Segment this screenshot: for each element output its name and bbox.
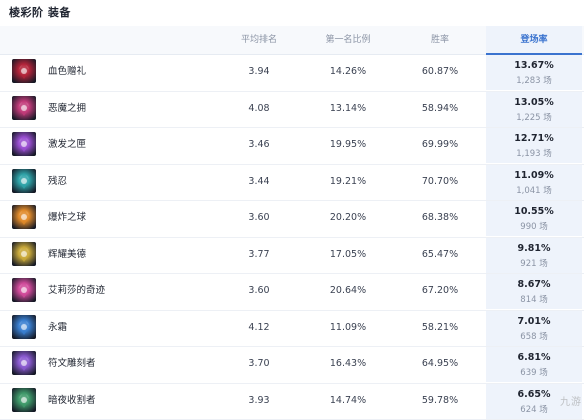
demon-embrace-icon [12, 96, 36, 120]
play-rate-cell: 12.71% 1,193 场 [486, 128, 582, 163]
header-play-rate[interactable]: 登场率 [486, 26, 582, 54]
game-count: 1,193 场 [486, 147, 582, 159]
spark-box-icon [12, 132, 36, 156]
game-count: 814 场 [486, 293, 582, 305]
first-rate-cell: 20.64% [300, 274, 396, 308]
item-name: 爆炸之球 [48, 201, 86, 235]
win-rate-cell: 68.38% [392, 201, 488, 235]
item-name: 残忍 [48, 165, 67, 199]
win-rate-cell: 70.70% [392, 165, 488, 199]
avg-rank-cell: 3.70 [211, 347, 307, 381]
play-rate-value: 11.09% [486, 170, 582, 181]
item-name: 激发之匣 [48, 128, 86, 162]
play-rate-value: 6.81% [486, 352, 582, 363]
game-count: 921 场 [486, 257, 582, 269]
play-rate-value: 13.67% [486, 60, 582, 71]
play-rate-cell: 10.55% 990 场 [486, 201, 582, 236]
everfrost-icon [12, 315, 36, 339]
play-rate-cell: 9.81% 921 场 [486, 238, 582, 273]
play-rate-value: 10.55% [486, 206, 582, 217]
first-rate-cell: 20.20% [300, 201, 396, 235]
win-rate-cell: 58.21% [392, 311, 488, 345]
avg-rank-cell: 4.08 [211, 92, 307, 126]
avg-rank-cell: 4.12 [211, 311, 307, 345]
item-name: 辉耀美德 [48, 238, 86, 272]
win-rate-cell: 69.99% [392, 128, 488, 162]
win-rate-cell: 58.94% [392, 92, 488, 126]
header-avg-rank[interactable]: 平均排名 [211, 26, 307, 54]
play-rate-value: 7.01% [486, 316, 582, 327]
page-title: 棱彩阶 装备 [9, 4, 71, 20]
game-count: 990 场 [486, 220, 582, 232]
item-name: 符文雕刻者 [48, 347, 96, 381]
explosion-orb-icon [12, 205, 36, 229]
play-rate-value: 12.71% [486, 133, 582, 144]
win-rate-cell: 67.20% [392, 274, 488, 308]
play-rate-value: 13.05% [486, 97, 582, 108]
avg-rank-cell: 3.60 [211, 274, 307, 308]
game-count: 639 场 [486, 366, 582, 378]
win-rate-cell: 65.47% [392, 238, 488, 272]
play-rate-cell: 11.09% 1,041 场 [486, 165, 582, 200]
play-rate-cell: 6.81% 639 场 [486, 347, 582, 382]
item-name: 永霜 [48, 311, 67, 345]
cruelty-icon [12, 169, 36, 193]
avg-rank-cell: 3.46 [211, 128, 307, 162]
avg-rank-cell: 3.94 [211, 55, 307, 89]
item-name: 艾莉莎的奇迹 [48, 274, 105, 308]
play-rate-value: 8.67% [486, 279, 582, 290]
avg-rank-cell: 3.77 [211, 238, 307, 272]
radiant-virtue-icon [12, 242, 36, 266]
game-count: 658 场 [486, 330, 582, 342]
first-rate-cell: 16.43% [300, 347, 396, 381]
avg-rank-cell: 3.44 [211, 165, 307, 199]
game-count: 1,225 场 [486, 111, 582, 123]
watermark: 九游 [560, 393, 582, 408]
blood-gift-icon [12, 59, 36, 83]
win-rate-cell: 64.95% [392, 347, 488, 381]
first-rate-cell: 14.26% [300, 55, 396, 89]
rune-carver-icon [12, 351, 36, 375]
avg-rank-cell: 3.93 [211, 384, 307, 418]
win-rate-cell: 60.87% [392, 55, 488, 89]
first-rate-cell: 19.21% [300, 165, 396, 199]
first-rate-cell: 17.05% [300, 238, 396, 272]
first-rate-cell: 13.14% [300, 92, 396, 126]
first-rate-cell: 11.09% [300, 311, 396, 345]
header-first-rate[interactable]: 第一名比例 [300, 26, 396, 54]
table-header: 平均排名 第一名比例 胜率 登场率 [0, 26, 584, 55]
play-rate-cell: 8.67% 814 场 [486, 274, 582, 309]
item-name: 暗夜收割者 [48, 384, 96, 418]
item-name: 血色赠礼 [48, 55, 86, 89]
first-rate-cell: 19.95% [300, 128, 396, 162]
first-rate-cell: 14.74% [300, 384, 396, 418]
night-reaper-icon [12, 388, 36, 412]
win-rate-cell: 59.78% [392, 384, 488, 418]
game-count: 1,041 场 [486, 184, 582, 196]
game-count: 1,283 场 [486, 74, 582, 86]
play-rate-cell: 13.67% 1,283 场 [486, 55, 582, 90]
play-rate-cell: 7.01% 658 场 [486, 311, 582, 346]
miracle-icon [12, 278, 36, 302]
play-rate-cell: 13.05% 1,225 场 [486, 92, 582, 127]
item-name: 恶魔之拥 [48, 92, 86, 126]
avg-rank-cell: 3.60 [211, 201, 307, 235]
play-rate-value: 9.81% [486, 243, 582, 254]
header-win-rate[interactable]: 胜率 [392, 26, 488, 54]
